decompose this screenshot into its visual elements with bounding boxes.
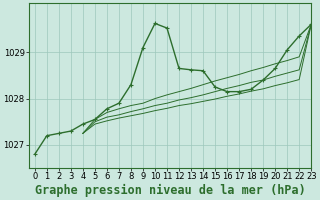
X-axis label: Graphe pression niveau de la mer (hPa): Graphe pression niveau de la mer (hPa) (35, 183, 305, 197)
